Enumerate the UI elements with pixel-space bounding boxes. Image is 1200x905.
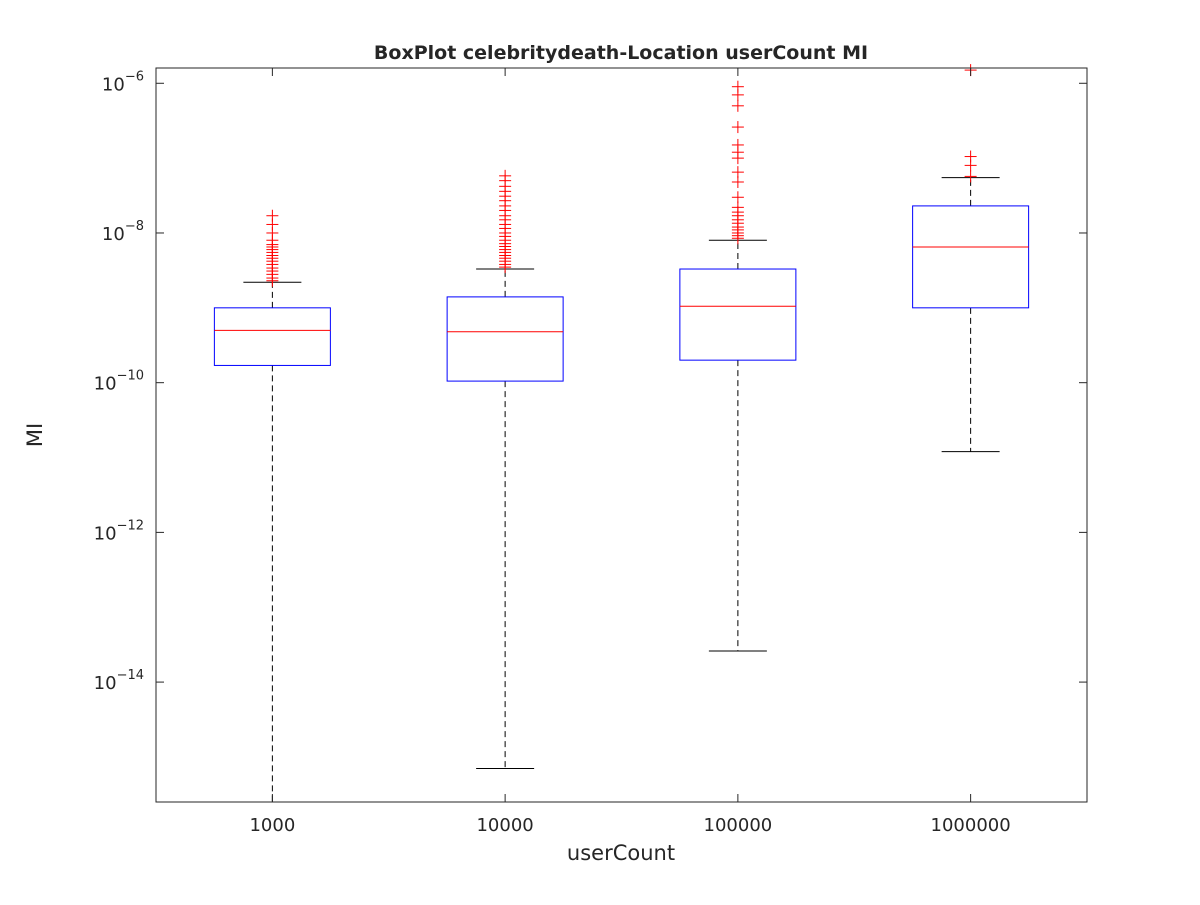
outlier-point <box>731 138 744 151</box>
y-tick-label-exponent: −14 <box>117 668 144 683</box>
x-tick-label: 10000 <box>476 815 533 836</box>
outlier-point <box>731 191 744 204</box>
chart-title: BoxPlot celebritydeath-Location userCoun… <box>374 42 868 64</box>
y-tick-label: 10−10 <box>94 369 144 395</box>
y-axis-label: MI <box>23 423 47 447</box>
y-tick-label-base: 10 <box>94 523 117 544</box>
outlier-point <box>731 80 744 93</box>
outlier-point <box>731 121 744 134</box>
y-tick-label-exponent: −10 <box>117 369 144 384</box>
x-tick-label: 1000 <box>249 815 295 836</box>
outlier-point <box>964 150 977 163</box>
iqr-box <box>446 296 564 382</box>
iqr-box <box>213 307 331 366</box>
y-tick-label-exponent: −12 <box>117 518 144 533</box>
box-group <box>679 80 797 652</box>
outlier-point <box>499 169 512 182</box>
x-axis-label: userCount <box>567 841 675 865</box>
y-tick-label-base: 10 <box>102 74 125 95</box>
y-tick-label: 10−14 <box>94 668 144 694</box>
x-tick-label: 100000 <box>704 815 773 836</box>
y-tick-label: 10−12 <box>94 518 144 544</box>
axes-frame <box>155 67 1088 803</box>
box-group <box>912 64 1030 453</box>
y-tick-label-exponent: −8 <box>125 219 144 234</box>
outlier-point <box>731 99 744 112</box>
plot-area <box>213 64 1030 803</box>
outlier-point <box>964 170 977 183</box>
x-tick-label: 1000000 <box>931 815 1011 836</box>
outlier-point <box>266 209 279 222</box>
y-tick-label-exponent: −6 <box>125 69 144 84</box>
y-tick-label: 10−6 <box>102 69 144 95</box>
outlier-point <box>731 201 744 214</box>
outlier-point <box>731 166 744 179</box>
y-tick-label-base: 10 <box>94 374 117 395</box>
y-tick-label-base: 10 <box>102 224 125 245</box>
y-tick-label-base: 10 <box>94 673 117 694</box>
box-group <box>213 209 331 803</box>
iqr-box <box>912 205 1030 309</box>
iqr-box <box>679 268 797 361</box>
box-group <box>446 169 564 770</box>
y-tick-label: 10−8 <box>102 219 144 245</box>
